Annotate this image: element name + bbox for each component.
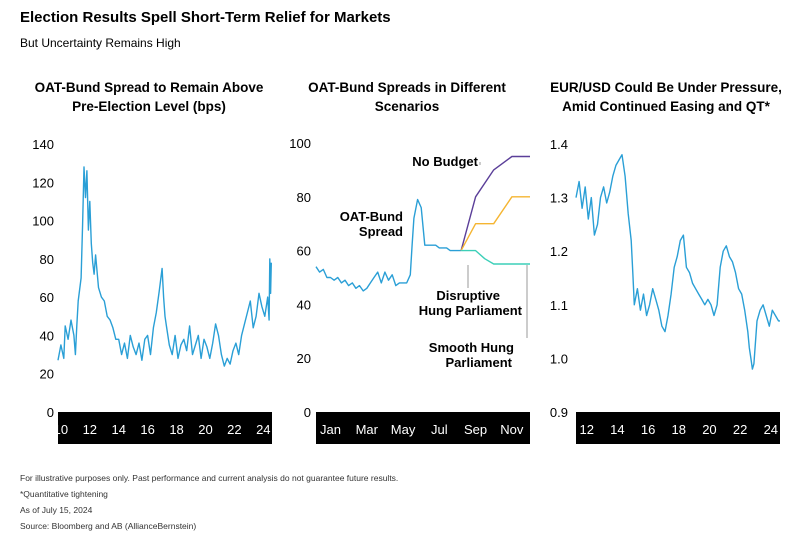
chart1-y-tick-label: 40 <box>40 328 54 343</box>
chart3-y-tick-label: 0.9 <box>550 405 568 420</box>
chart1-title: OAT-Bund Spread to Remain Above Pre-Elec… <box>34 80 264 114</box>
chart1-y-tick-label: 0 <box>47 405 54 420</box>
chart1-x-tick-label: 16 <box>140 422 154 437</box>
chart1-x-tick-label: 24 <box>256 422 270 437</box>
chart2-series-line-3 <box>461 249 530 265</box>
chart2-annotation-label: No Budget <box>412 154 478 169</box>
chart1-x-tick-label: 10 <box>54 422 68 437</box>
chart3-x-tick-label: 18 <box>672 422 686 437</box>
footnote-disclaimer: For illustrative purposes only. Past per… <box>20 473 399 483</box>
chart3-y-tick-label: 1.3 <box>550 191 568 206</box>
chart3-x-tick-label: 14 <box>610 422 624 437</box>
chart2-series-line-1 <box>460 155 530 251</box>
chart2-y-tick-label: 80 <box>297 190 311 205</box>
chart2-series-line-0 <box>315 198 462 292</box>
chart2-annotation-label: OAT-Bund <box>340 209 403 224</box>
page-subtitle: But Uncertainty Remains High <box>20 36 181 50</box>
chart3-x-tick-label: 16 <box>641 422 655 437</box>
chart2-y-tick-label: 60 <box>297 244 311 259</box>
chart1-x-tick-label: 18 <box>169 422 183 437</box>
chart2-x-tick-label: Sep <box>464 422 487 437</box>
chart3-x-axis-band <box>576 412 780 444</box>
chart1-y-tick-label: 120 <box>32 175 54 190</box>
chart1-y-tick-label: 100 <box>32 214 54 229</box>
chart3-x-tick-label: 24 <box>764 422 778 437</box>
chart2-annotation-label: Spread <box>359 224 403 239</box>
footnote-date: As of July 15, 2024 <box>20 505 93 515</box>
chart1-x-tick-label: 20 <box>198 422 212 437</box>
chart3-series-line-0 <box>575 153 780 370</box>
footnote-source: Source: Bloomberg and AB (AllianceBernst… <box>20 521 197 531</box>
chart2-annotation-label: Parliament <box>446 355 513 370</box>
chart2-annotation-label: Smooth Hung <box>429 340 514 355</box>
chart3-x-tick-label: 22 <box>733 422 747 437</box>
chart1-y-tick-label: 60 <box>40 290 54 305</box>
chart1-x-tick-label: 12 <box>83 422 97 437</box>
chart2-y-tick-label: 40 <box>297 297 311 312</box>
chart1-x-tick-label: 14 <box>111 422 125 437</box>
chart3-y-tick-label: 1.0 <box>550 351 568 366</box>
page-title: Election Results Spell Short-Term Relief… <box>20 9 391 26</box>
chart1-y-tick-label: 140 <box>32 137 54 152</box>
chart2-annotation-label: Disruptive <box>436 288 500 303</box>
chart2-x-tick-label: Jul <box>431 422 448 437</box>
chart1-y-tick-label: 20 <box>40 367 54 382</box>
chart3-y-tick-label: 1.2 <box>550 244 568 259</box>
chart3-y-tick-label: 1.1 <box>550 298 568 313</box>
footnote-qt: *Quantitative tightening <box>20 489 108 499</box>
charts-canvas: 0 20 40 60 80 100 120 140 10 12 14 16 18 20 22 24 0 20 40 6… <box>32 136 780 444</box>
chart2-annotation-label: Hung Parliament <box>419 303 523 318</box>
chart2-x-tick-label: Mar <box>356 422 379 437</box>
chart1-series-line-0 <box>57 166 272 367</box>
chart3-x-tick-label: 12 <box>580 422 594 437</box>
chart2-y-tick-label: 20 <box>297 351 311 366</box>
chart3-x-tick-label: 20 <box>702 422 716 437</box>
chart3-y-tick-label: 1.4 <box>550 137 568 152</box>
chart1-x-tick-label: 22 <box>227 422 241 437</box>
chart2-x-tick-label: Nov <box>500 422 524 437</box>
chart2-x-tick-label: Jan <box>320 422 341 437</box>
chart2-title: OAT-Bund Spreads in Different Scenarios <box>308 80 506 114</box>
chart2-x-axis-band <box>316 412 530 444</box>
chart2-x-tick-label: May <box>391 422 416 437</box>
chart2-series-line-2 <box>460 196 530 251</box>
chart2-y-tick-label: 0 <box>304 405 311 420</box>
chart3-title: EUR/USD Could Be Under Pressure, Amid Co… <box>550 80 782 114</box>
chart1-y-tick-label: 80 <box>40 252 54 267</box>
chart2-y-tick-label: 100 <box>289 136 311 151</box>
chart1-x-axis-band <box>58 412 272 444</box>
